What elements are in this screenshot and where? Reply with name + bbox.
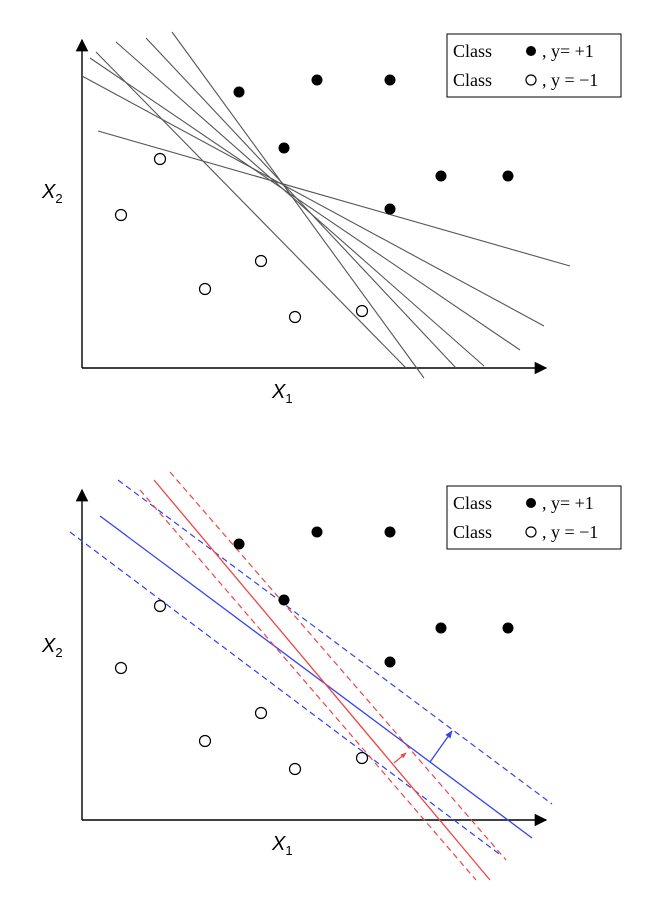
negative-point	[254, 706, 268, 720]
legend-open-marker	[525, 74, 537, 86]
red-hyperplane	[153, 479, 491, 881]
candidate-hyperplane	[115, 41, 485, 367]
bottom-y-axis-label: X2	[41, 635, 63, 660]
positive-point	[435, 622, 447, 634]
bottom-negative-points	[114, 599, 369, 776]
positive-point	[384, 203, 396, 215]
positive-point	[384, 526, 396, 538]
candidate-hyperplane	[145, 37, 457, 369]
candidate-hyperplane	[95, 51, 407, 369]
bottom-panel: X1 X2 Class , y= +1 Class , y = −1	[41, 471, 622, 881]
legend-filled-marker	[526, 46, 536, 56]
negative-point	[288, 762, 302, 776]
legend-positive-label: , y= +1	[542, 493, 594, 513]
negative-point	[198, 734, 212, 748]
legend-box	[446, 33, 622, 98]
legend-class-label: Class	[453, 493, 492, 513]
negative-point	[288, 310, 302, 324]
blue-hyperplane	[99, 515, 533, 839]
top-candidate-hyperplanes	[81, 31, 571, 379]
positive-point	[278, 594, 290, 606]
positive-point	[311, 74, 323, 86]
top-x-axis-label: X1	[271, 381, 293, 406]
negative-point	[153, 152, 167, 166]
candidate-hyperplane	[97, 130, 571, 267]
red-hyperplane-group	[139, 471, 507, 881]
negative-point	[254, 254, 268, 268]
red-margin-arrow	[393, 752, 407, 764]
candidate-hyperplane	[171, 31, 425, 379]
positive-point	[278, 142, 290, 154]
negative-point	[153, 599, 167, 613]
positive-point	[311, 526, 323, 538]
blue-margin-lower	[69, 531, 503, 857]
candidate-hyperplane	[89, 57, 521, 351]
positive-point	[502, 622, 514, 634]
positive-point	[233, 538, 245, 550]
negative-point	[198, 282, 212, 296]
bottom-legend: Class , y= +1 Class , y = −1	[446, 485, 622, 550]
blue-margin-arrow	[429, 730, 453, 763]
red-margin-upper	[169, 471, 507, 861]
positive-point	[502, 170, 514, 182]
red-margin-lower	[139, 489, 477, 881]
negative-point	[355, 751, 369, 765]
blue-hyperplane-group	[69, 479, 553, 857]
negative-point	[114, 661, 128, 675]
candidate-hyperplane	[81, 75, 545, 327]
top-y-axis-label: X2	[41, 181, 63, 206]
bottom-positive-points	[233, 526, 514, 668]
legend-class-label: Class	[453, 522, 492, 542]
top-positive-points	[233, 74, 514, 215]
blue-margin-upper	[117, 479, 553, 805]
legend-filled-marker	[526, 498, 536, 508]
legend-positive-label: , y= +1	[542, 41, 594, 61]
top-negative-points	[114, 152, 369, 324]
bottom-x-axis-label: X1	[271, 833, 293, 858]
top-panel: X1 X2 Class , y= +1 Class , y = −1	[41, 31, 622, 406]
positive-point	[384, 74, 396, 86]
positive-point	[233, 86, 245, 98]
positive-point	[384, 656, 396, 668]
legend-negative-label: , y = −1	[542, 522, 598, 542]
legend-class-label: Class	[453, 41, 492, 61]
legend-class-label: Class	[453, 70, 492, 90]
negative-point	[114, 208, 128, 222]
legend-negative-label: , y = −1	[542, 70, 598, 90]
legend-box	[446, 485, 622, 550]
top-legend: Class , y= +1 Class , y = −1	[446, 33, 622, 98]
legend-open-marker	[525, 526, 537, 538]
negative-point	[355, 304, 369, 318]
positive-point	[435, 170, 447, 182]
